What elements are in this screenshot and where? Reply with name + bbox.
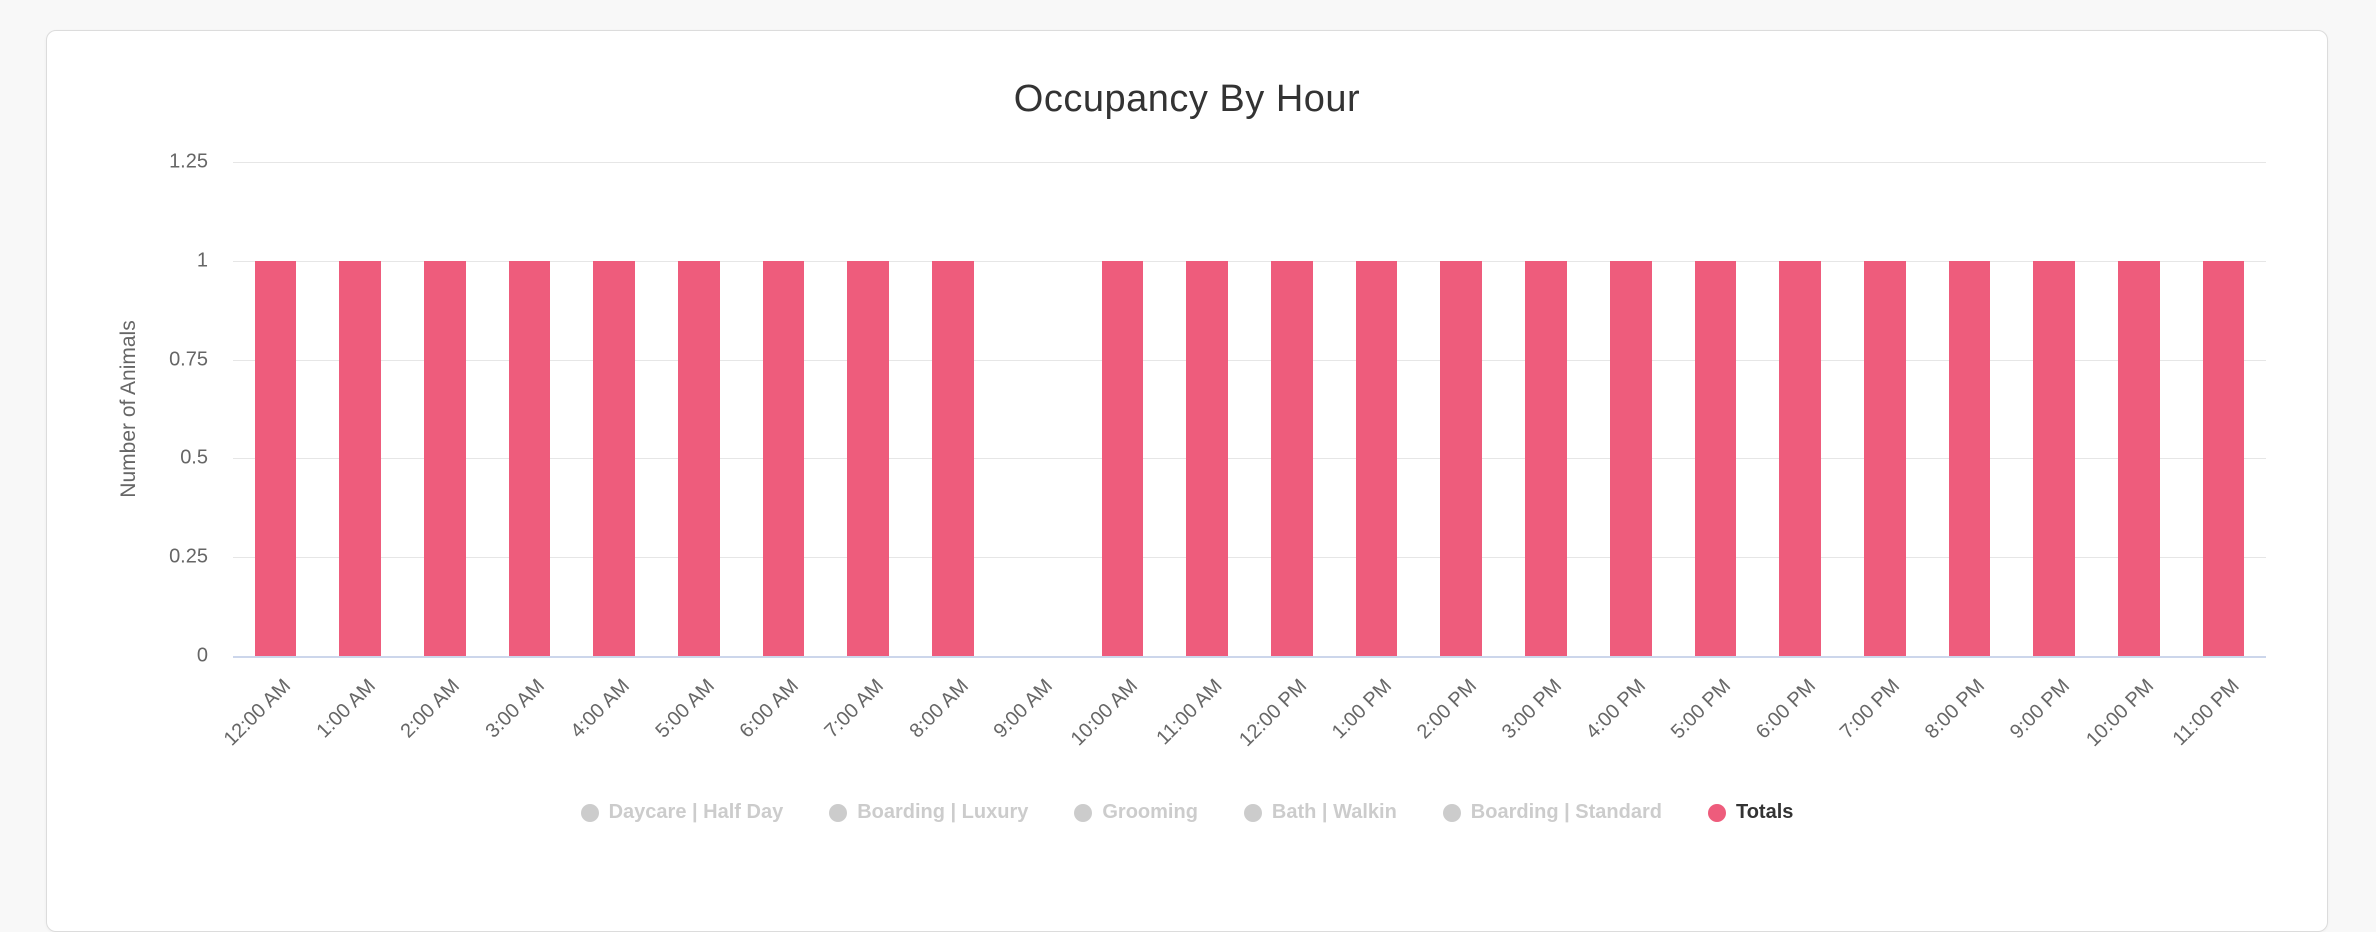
x-axis-tick-label: 3:00 PM [1497,675,1566,744]
legend-marker-icon [1243,803,1262,822]
legend-marker-icon [1707,803,1726,822]
bar[interactable] [423,260,466,656]
y-axis-tick-label: 1 [196,249,208,272]
bar[interactable] [1609,260,1652,656]
x-axis-tick-label: 5:00 PM [1666,675,1735,744]
x-axis-tick-label: 1:00 PM [1327,675,1397,744]
bar[interactable] [847,260,890,656]
legend-item-label: Bath | Walkin [1271,801,1397,823]
legend-marker-icon [1074,803,1093,822]
y-gridline [233,458,2266,460]
x-axis-tick-label: 2:00 AM [396,675,465,743]
bar[interactable] [1271,260,1313,656]
bar[interactable] [1355,260,1398,656]
bar[interactable] [508,260,551,656]
x-axis-tick-label: 9:00 PM [2005,675,2074,744]
x-axis-tick-label: 9:00 AM [989,675,1058,743]
y-gridline [233,260,2266,262]
legend-item-boarding-standard[interactable]: Boarding | Standard [1442,801,1662,824]
bar[interactable] [593,260,636,656]
legend-item-daycare-half-day[interactable]: Daycare | Half Day [580,801,784,824]
legend-item-boarding-luxury[interactable]: Boarding | Luxury [829,801,1028,824]
x-axis-tick-label: 7:00 AM [820,675,888,743]
legend-item-grooming[interactable]: Grooming [1074,801,1198,824]
x-axis-tick-label: 4:00 PM [1582,675,1651,744]
x-axis-tick-label: 10:00 PM [2082,675,2159,752]
bar[interactable] [1863,260,1906,656]
x-axis-tick-label: 6:00 PM [1751,675,1820,744]
legend-item-label: Grooming [1102,801,1198,823]
chart-title: Occupancy By Hour [1013,78,1361,120]
bar[interactable] [1948,260,1991,656]
bar[interactable] [678,260,720,656]
page-background: { "chart_data": { "type": "bar", "title"… [46,30,2328,932]
legend-marker-icon [829,803,848,822]
legend: Daycare | Half Day Boarding | Luxury Groom… [47,801,2327,824]
bar[interactable] [2118,260,2160,656]
y-gridline [233,557,2266,559]
x-axis-tick-label: 2:00 PM [1412,675,1481,744]
bar[interactable] [1694,260,1737,656]
bar[interactable] [1525,260,1567,656]
bar[interactable] [339,260,381,656]
bar[interactable] [1779,260,1821,656]
x-axis-tick-label: 11:00 AM [1152,675,1227,750]
chart-card: Occupancy By Hour Number of Animals 1.25… [46,30,2328,932]
legend-item-label: Totals [1735,801,1794,823]
x-axis-tick-label: 11:00 PM [2168,675,2244,751]
x-axis-tick-label: 1:00 AM [312,675,380,743]
y-axis-tick-label: 0.5 [180,446,208,469]
x-axis-tick-label: 10:00 AM [1066,675,1142,751]
x-axis-tick-label: 8:00 PM [1920,675,1990,744]
y-axis-tick-label: 0.75 [169,348,208,371]
bar[interactable] [1186,260,1228,656]
bar[interactable] [254,260,297,656]
x-axis-tick-label: 4:00 AM [566,675,634,743]
bar[interactable] [1101,260,1144,656]
bar[interactable] [2033,260,2076,656]
x-axis-line [233,656,2266,658]
legend-marker-icon [1442,803,1461,822]
occupancy-by-hour-chart: Occupancy By Hour Number of Animals 1.25… [47,31,2327,931]
x-axis-tick-label: 6:00 AM [735,675,804,743]
y-gridline [233,162,2266,163]
bar[interactable] [932,260,974,656]
x-axis-tick-label: 8:00 AM [905,675,973,743]
bar[interactable] [762,260,805,656]
y-axis-tick-label: 1.25 [169,150,208,173]
y-axis-tick-label: 0 [196,644,208,667]
legend-item-label: Daycare | Half Day [608,801,784,823]
legend-item-bath-walkin[interactable]: Bath | Walkin [1243,801,1397,824]
bar[interactable] [1440,260,1483,656]
bar[interactable] [2202,260,2245,656]
legend-item-label: Boarding | Luxury [857,801,1029,823]
x-axis-tick-label: 12:00 PM [1235,675,1312,752]
y-gridline [233,359,2266,361]
legend-marker-icon [580,803,599,822]
x-axis-tick-label: 12:00 AM [219,675,295,751]
legend-item-totals[interactable]: Totals [1707,801,1794,824]
x-axis-tick-label: 7:00 PM [1836,675,1905,744]
y-axis-title: Number of Animals [117,320,140,498]
x-axis-tick-label: 3:00 AM [481,675,550,743]
x-axis-tick-label: 5:00 AM [651,675,719,743]
legend-item-label: Boarding | Standard [1470,801,1662,823]
y-axis-tick-label: 0.25 [169,545,208,568]
